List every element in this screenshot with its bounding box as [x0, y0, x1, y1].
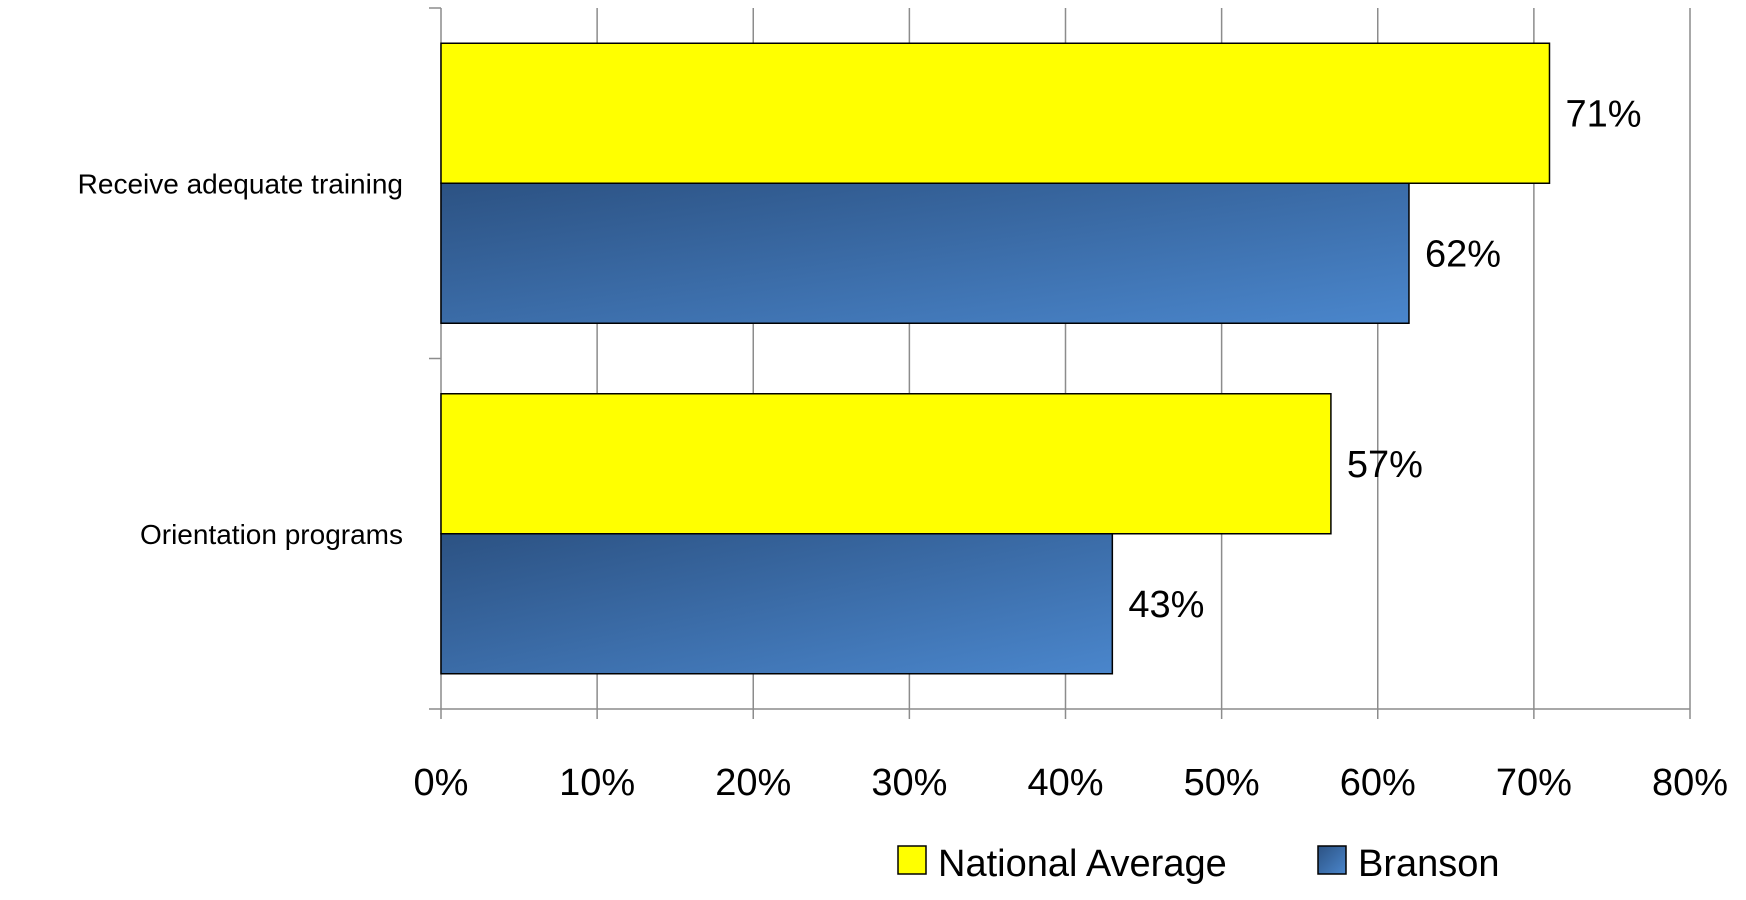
data-label: 62%	[1425, 233, 1501, 275]
data-label: 71%	[1565, 93, 1641, 135]
bar-national-average	[440, 42, 1551, 184]
category-label: Receive adequate training	[78, 168, 403, 199]
labels: Receive adequate training 71% 62% Orientati…	[78, 93, 1642, 626]
x-tick-label: 60%	[1340, 762, 1416, 804]
x-tick-label: 40%	[1027, 762, 1103, 804]
bar-national-average	[440, 393, 1332, 535]
x-tick-label: 20%	[715, 762, 791, 804]
legend-label: National Average	[938, 843, 1227, 885]
legend: National Average Branson	[897, 843, 1500, 885]
data-label: 43%	[1128, 584, 1204, 626]
x-tick-label: 80%	[1652, 762, 1728, 804]
bar-branson	[440, 182, 1410, 324]
x-tick-label: 0%	[414, 762, 469, 804]
legend-swatch	[897, 845, 927, 875]
x-tick-label: 30%	[871, 762, 947, 804]
category-label: Orientation programs	[140, 519, 403, 550]
data-label: 57%	[1347, 444, 1423, 486]
bars	[440, 42, 1551, 675]
legend-swatch	[1317, 845, 1347, 875]
legend-label: Branson	[1358, 843, 1500, 885]
x-tick-label: 10%	[559, 762, 635, 804]
bar-branson	[440, 533, 1114, 675]
x-tick-label: 50%	[1184, 762, 1260, 804]
x-tick-label: 70%	[1496, 762, 1572, 804]
